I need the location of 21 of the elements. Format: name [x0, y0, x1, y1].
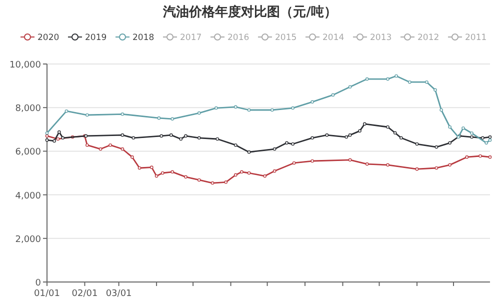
y-tick-label: 6,000	[15, 148, 42, 158]
legend-label: 2016	[228, 33, 250, 43]
x-tick-label: 01/01	[34, 289, 60, 299]
legend-label: 2018	[132, 33, 154, 43]
chart-title: 汽油价格年度对比图（元/吨）	[162, 4, 337, 20]
y-tick-label: 2,000	[15, 234, 42, 245]
x-tick-label: 03/01	[106, 289, 132, 299]
line-series	[45, 74, 492, 145]
legend-label: 2013	[370, 33, 392, 43]
x-tick-label: 02/01	[72, 289, 98, 299]
legend-label: 2014	[322, 33, 344, 43]
y-tick-label: 10,000	[10, 60, 42, 70]
y-tick-label: 8,000	[15, 104, 42, 114]
y-tick-label: 4,000	[15, 191, 42, 202]
legend-label: 2017	[180, 33, 202, 43]
legend-label: 2012	[418, 33, 440, 43]
legend-label: 2020	[38, 33, 60, 43]
legend-label: 2015	[275, 33, 297, 43]
legend-label: 2011	[465, 33, 487, 43]
y-tick-label: 0	[35, 278, 42, 288]
legend-label: 2019	[85, 33, 107, 43]
